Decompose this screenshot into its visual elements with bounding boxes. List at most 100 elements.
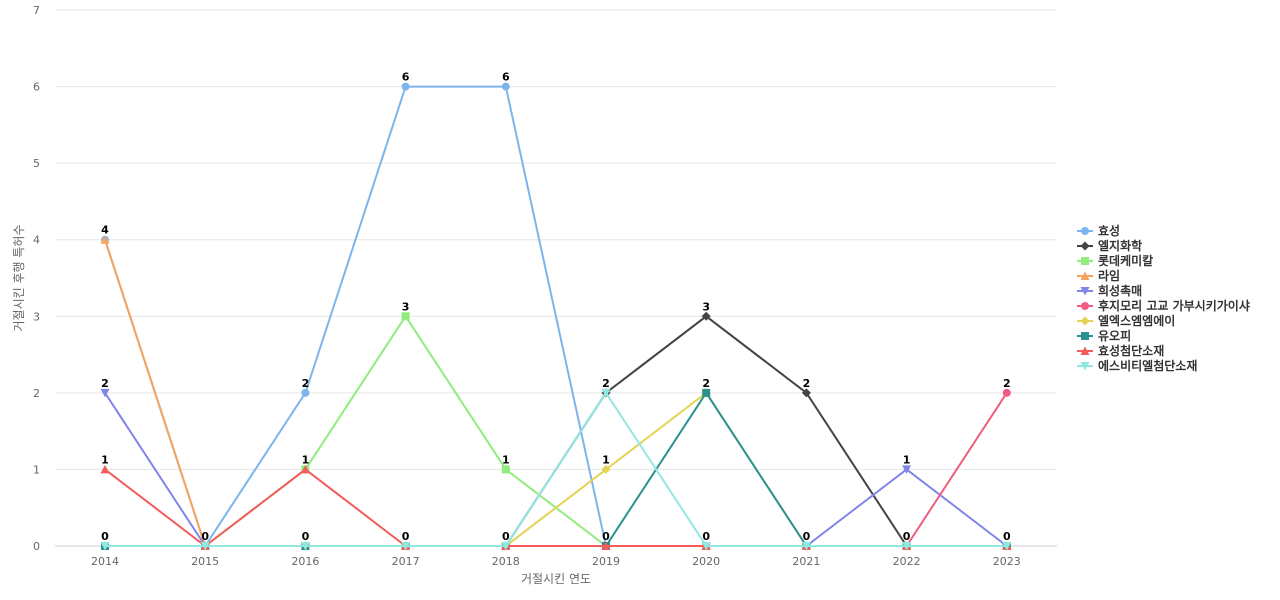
data-point xyxy=(401,82,410,91)
data-point xyxy=(1002,388,1011,397)
data-point xyxy=(501,82,510,91)
data-label: 1 xyxy=(903,453,911,466)
legend-label: 롯데케미칼 xyxy=(1098,253,1153,268)
x-tick-label: 2018 xyxy=(492,555,520,568)
legend-symbol xyxy=(1080,316,1090,326)
grid xyxy=(55,9,1057,547)
legend-item[interactable]: 효성 xyxy=(1077,224,1120,238)
legend-symbol xyxy=(1081,257,1089,265)
data-label: 0 xyxy=(502,530,510,543)
data-point xyxy=(100,542,110,551)
x-tick-label: 2019 xyxy=(592,555,620,568)
data-point xyxy=(100,388,110,398)
data-label: 3 xyxy=(402,300,410,313)
data-label: 1 xyxy=(602,453,610,466)
data-label: 6 xyxy=(502,71,510,84)
legend-label: 엘엑스엠엠에이 xyxy=(1098,313,1175,328)
legend-item[interactable]: 엘엑스엠엠에이 xyxy=(1077,313,1175,328)
series-line xyxy=(105,315,1007,547)
data-point xyxy=(300,464,310,474)
data-point xyxy=(902,542,912,551)
data-label: 2 xyxy=(602,377,610,390)
data-label: 0 xyxy=(402,530,410,543)
data-point xyxy=(701,311,711,321)
data-label: 2 xyxy=(302,377,310,390)
y-tick-label: 4 xyxy=(33,234,40,247)
data-point xyxy=(801,542,811,551)
data-point xyxy=(1002,542,1012,551)
legend-item[interactable]: 효성첨단소재 xyxy=(1077,343,1164,358)
legend-label: 엘지화학 xyxy=(1098,238,1142,253)
x-tick-label: 2014 xyxy=(91,555,119,568)
data-point xyxy=(401,542,411,551)
data-point xyxy=(601,464,611,474)
data-point xyxy=(601,541,611,550)
legend-symbol xyxy=(1080,271,1090,280)
data-point xyxy=(100,235,110,244)
data-label: 3 xyxy=(702,300,710,313)
data-point xyxy=(100,464,110,474)
legend-symbol xyxy=(1081,227,1089,235)
series-10 xyxy=(100,388,1012,551)
legend-symbol xyxy=(1081,302,1089,310)
data-point xyxy=(702,388,711,397)
legend-symbol xyxy=(1080,287,1090,296)
data-point xyxy=(501,465,510,474)
data-label: 0 xyxy=(602,530,610,543)
legend-item[interactable]: 엘지화학 xyxy=(1077,238,1142,253)
data-labels: 4 2 1 0 0 2 1 0 6 3 0 6 1 0 2 1 0 3 2 0 2 0 1 0 2 0 xyxy=(101,71,1011,543)
series-3 xyxy=(101,312,1011,550)
legend-label: 라임 xyxy=(1098,268,1120,283)
data-point xyxy=(401,312,410,321)
data-label: 0 xyxy=(101,530,109,543)
y-axis-ticks: 0 1 2 3 4 5 6 7 xyxy=(33,4,40,553)
data-point xyxy=(601,388,611,398)
y-tick-label: 0 xyxy=(33,540,40,553)
x-tick-label: 2017 xyxy=(392,555,420,568)
y-axis-title: 거절시킨 후행 특허수 xyxy=(11,225,26,332)
y-tick-label: 6 xyxy=(33,81,40,94)
legend-symbol xyxy=(1080,362,1090,371)
y-tick-label: 5 xyxy=(33,157,40,170)
data-label: 2 xyxy=(101,377,109,390)
x-tick-label: 2022 xyxy=(893,555,921,568)
legend-symbol xyxy=(1081,332,1089,340)
data-label: 0 xyxy=(201,530,209,543)
series-line xyxy=(105,314,1007,547)
legend-item[interactable]: 라임 xyxy=(1077,268,1120,283)
legend-item[interactable]: 유오피 xyxy=(1077,328,1131,343)
data-label: 0 xyxy=(903,530,911,543)
x-tick-label: 2023 xyxy=(993,555,1021,568)
y-tick-label: 2 xyxy=(33,387,40,400)
data-point xyxy=(301,388,310,397)
legend-item[interactable]: 희성촉매 xyxy=(1077,283,1142,298)
data-point xyxy=(300,542,310,551)
data-label: 0 xyxy=(1003,530,1011,543)
legend-label: 유오피 xyxy=(1098,328,1131,343)
data-label: 6 xyxy=(402,71,410,84)
legend-symbol xyxy=(1080,241,1090,251)
x-axis-title: 거절시킨 연도 xyxy=(521,572,591,586)
data-label: 4 xyxy=(101,224,109,237)
y-tick-label: 3 xyxy=(33,310,40,323)
series-line xyxy=(105,391,1007,547)
x-tick-label: 2020 xyxy=(692,555,720,568)
legend-label: 후지모리 고교 가부시키가이샤 xyxy=(1098,298,1250,313)
legend-item[interactable]: 롯데케미칼 xyxy=(1077,253,1153,268)
y-tick-label: 1 xyxy=(33,463,40,476)
data-label: 1 xyxy=(502,453,510,466)
data-label: 0 xyxy=(302,530,310,543)
legend-label: 에스비티엘첨단소재 xyxy=(1098,358,1197,373)
series-layer xyxy=(100,82,1012,551)
data-point xyxy=(902,465,912,474)
legend-label: 효성 xyxy=(1098,224,1120,238)
y-tick-label: 7 xyxy=(33,4,40,17)
data-label: 1 xyxy=(101,453,109,466)
data-label: 0 xyxy=(803,530,811,543)
legend-symbol xyxy=(1080,346,1090,355)
legend-item[interactable]: 후지모리 고교 가부시키가이샤 xyxy=(1077,298,1250,313)
x-tick-label: 2016 xyxy=(291,555,319,568)
legend-item[interactable]: 에스비티엘첨단소재 xyxy=(1077,358,1197,373)
